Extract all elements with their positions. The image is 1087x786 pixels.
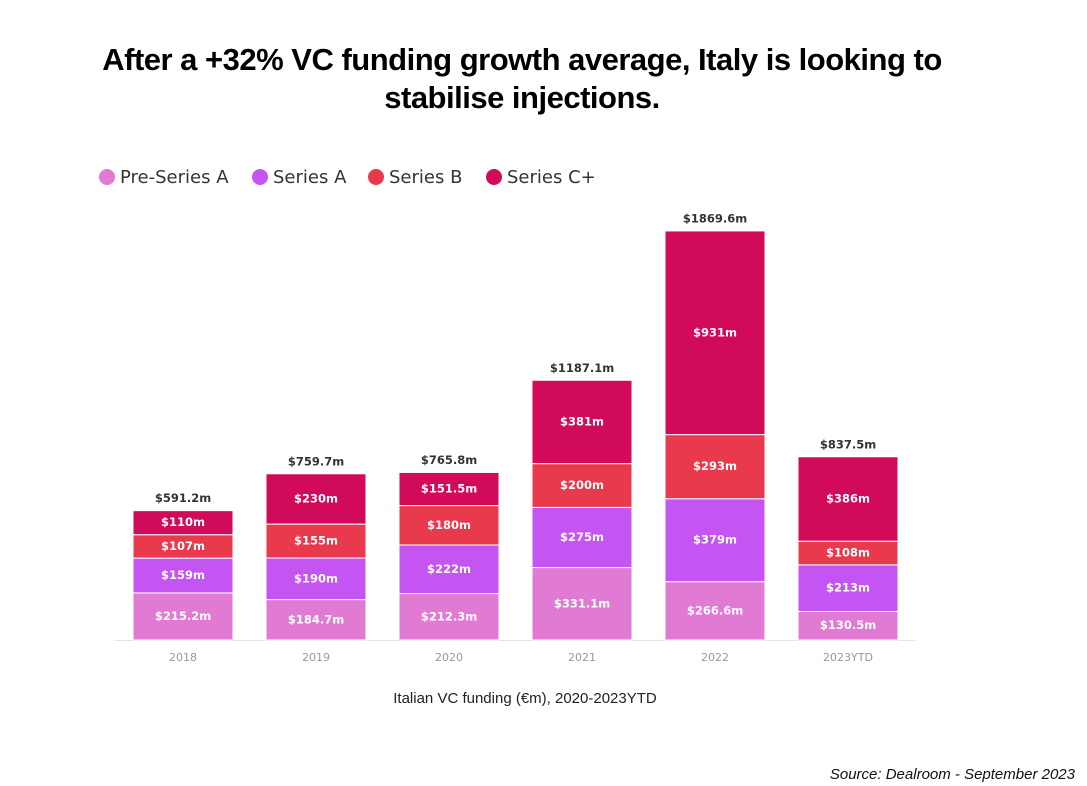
data-label: $222m xyxy=(427,562,471,576)
legend-marker xyxy=(252,169,268,185)
data-label: $213m xyxy=(826,581,870,595)
source: Source: Dealroom - September 2023 xyxy=(830,766,1076,783)
bar-segment xyxy=(664,434,766,500)
chart-title: After a +32% VC funding growth average, … xyxy=(102,42,942,77)
data-label: $230m xyxy=(294,491,338,505)
legend-marker xyxy=(486,169,502,185)
data-label: $159m xyxy=(161,568,205,582)
legend-label: Series C+ xyxy=(507,167,596,188)
legend-label: Pre-Series A xyxy=(120,167,229,188)
data-label: $184.7m xyxy=(288,612,344,626)
total-label: $1869.6m xyxy=(683,211,747,225)
data-label: $107m xyxy=(161,539,205,553)
data-label: $151.5m xyxy=(421,482,477,496)
data-label: $108m xyxy=(826,546,870,560)
x-tick-label: 2023YTD xyxy=(823,651,873,664)
data-label: $130.5m xyxy=(820,618,876,632)
bar-segment xyxy=(265,599,367,641)
bar-segment xyxy=(132,510,234,536)
subtitle: Italian VC funding (€m), 2020-2023YTD xyxy=(393,690,657,707)
legend-marker xyxy=(99,169,115,185)
data-label: $155m xyxy=(294,534,338,548)
total-label: $1187.1m xyxy=(550,361,614,375)
x-tick-label: 2022 xyxy=(701,651,729,664)
data-label: $110m xyxy=(161,515,205,529)
data-label: $381m xyxy=(560,414,604,428)
data-label: $931m xyxy=(693,325,737,339)
bar-segment xyxy=(664,581,766,641)
bar-segment xyxy=(797,456,899,542)
bar-segment xyxy=(398,544,500,595)
total-label: $837.5m xyxy=(820,437,876,451)
bar-segment xyxy=(265,523,367,559)
data-label: $212.3m xyxy=(421,609,477,623)
data-label: $275m xyxy=(560,530,604,544)
bar-segment xyxy=(797,610,899,641)
legend-label: Series B xyxy=(389,167,462,188)
data-label: $180m xyxy=(427,518,471,532)
total-label: $591.2m xyxy=(155,491,211,505)
data-label: $200m xyxy=(560,478,604,492)
total-label: $759.7m xyxy=(288,454,344,468)
bar-segment xyxy=(797,564,899,612)
bar-segment xyxy=(531,567,633,641)
x-tick-label: 2020 xyxy=(435,651,463,664)
data-label: $293m xyxy=(693,459,737,473)
bar-segment xyxy=(664,230,766,436)
bar-segment xyxy=(398,593,500,641)
bar-segment xyxy=(664,498,766,583)
data-label: $331.1m xyxy=(554,596,610,610)
x-tick-label: 2021 xyxy=(568,651,596,664)
bar-segment xyxy=(531,506,633,569)
bar-segment xyxy=(265,557,367,601)
bar-segment xyxy=(531,379,633,465)
total-label: $765.8m xyxy=(421,453,477,467)
data-label: $379m xyxy=(693,533,737,547)
legend-label: Series A xyxy=(273,167,347,188)
chart-title: stabilise injections. xyxy=(384,80,659,115)
data-label: $386m xyxy=(826,491,870,505)
bar-segment xyxy=(265,473,367,525)
data-label: $190m xyxy=(294,571,338,585)
x-tick-label: 2019 xyxy=(302,651,330,664)
x-tick-label: 2018 xyxy=(169,651,197,664)
bar-segment xyxy=(132,557,234,594)
legend-marker xyxy=(368,169,384,185)
data-label: $266.6m xyxy=(687,603,743,617)
data-label: $215.2m xyxy=(155,609,211,623)
bar-segment xyxy=(132,592,234,641)
bar-segment xyxy=(398,471,500,507)
